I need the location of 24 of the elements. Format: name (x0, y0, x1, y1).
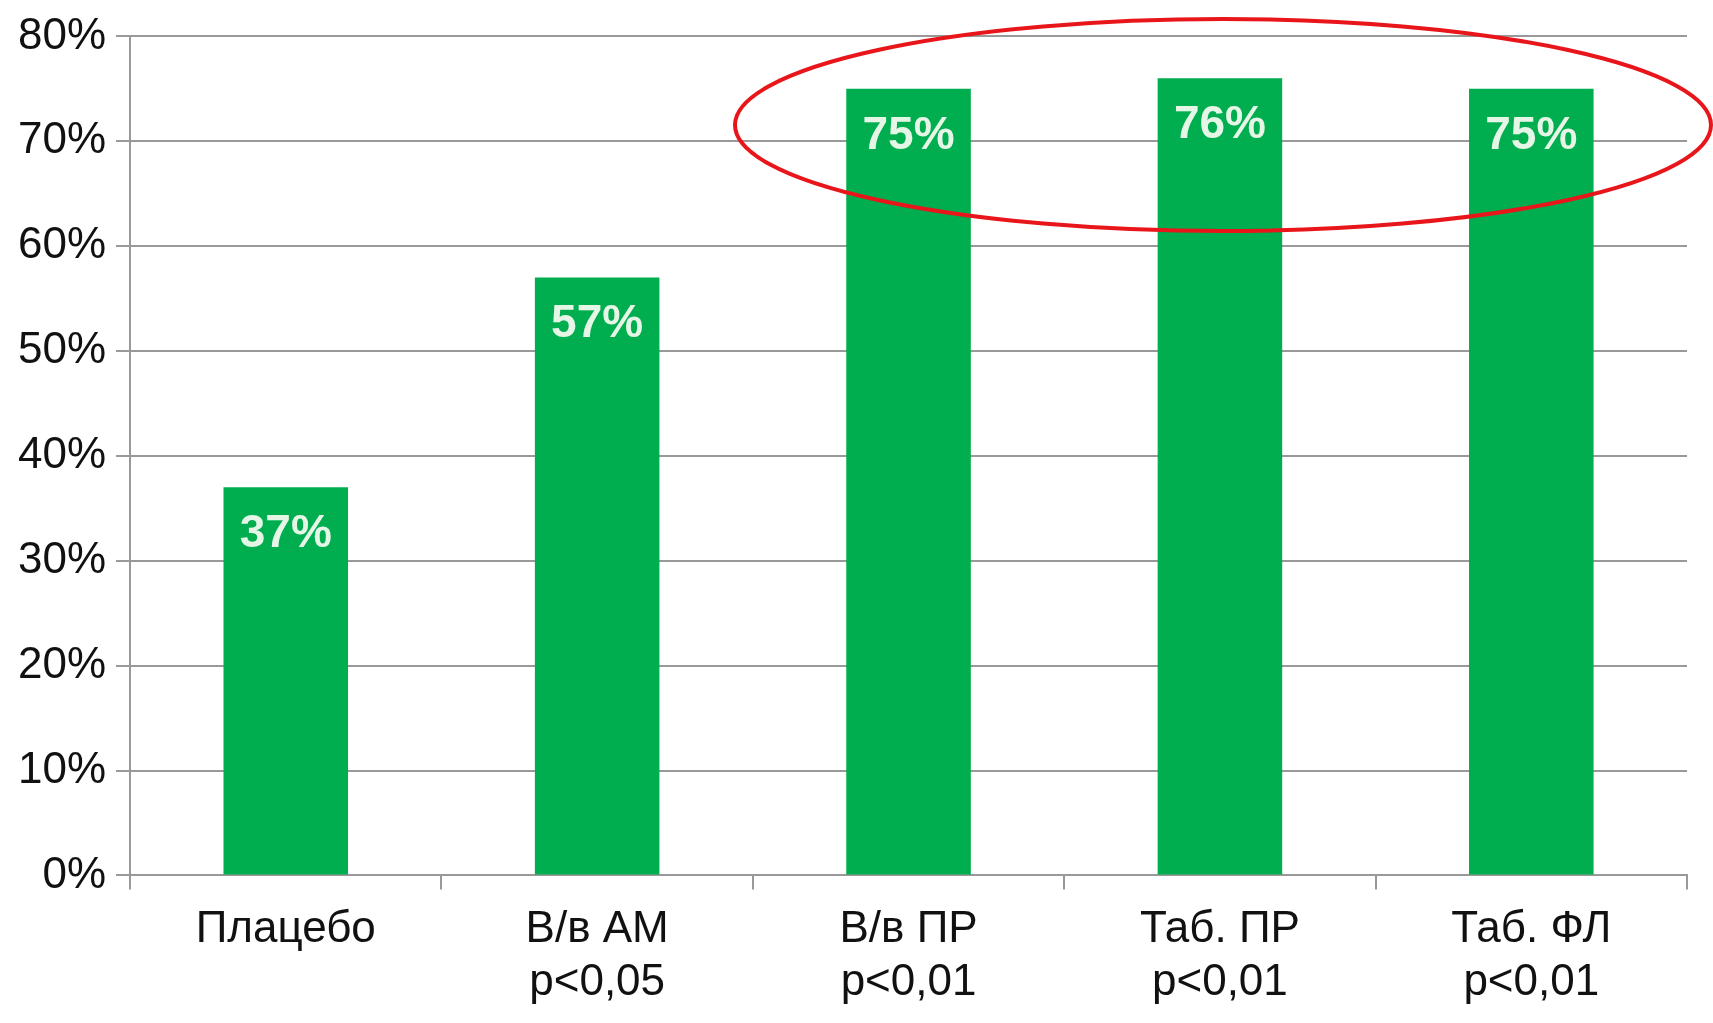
x-tick-label: В/в АМ p<0,05 (525, 901, 669, 1004)
data-label: 75% (1485, 106, 1578, 159)
y-tick-label: 0% (42, 847, 107, 897)
bar (1157, 78, 1283, 875)
x-tick-label: Таб. ПР p<0,01 (1139, 901, 1300, 1004)
x-tick-label: В/в ПР p<0,01 (839, 901, 978, 1004)
y-tick-label: 80% (17, 8, 107, 58)
y-tick-label: 10% (17, 742, 107, 792)
data-label: 76% (1173, 96, 1266, 149)
bar (1469, 88, 1594, 875)
y-tick-label: 50% (17, 323, 107, 373)
data-label: 57% (551, 295, 644, 348)
data-label: 75% (862, 106, 955, 159)
x-tick-label: Таб. ФЛ p<0,01 (1451, 901, 1612, 1004)
y-tick-label: 30% (17, 532, 107, 582)
bar (534, 277, 660, 875)
x-tick-label: Плацебо (195, 901, 376, 951)
bar (223, 487, 349, 875)
y-tick-label: 70% (17, 113, 107, 163)
y-tick-label: 40% (17, 428, 107, 478)
data-label: 37% (239, 505, 332, 558)
y-tick-label: 20% (17, 637, 107, 687)
bar (846, 88, 971, 875)
y-tick-label: 60% (17, 218, 107, 268)
